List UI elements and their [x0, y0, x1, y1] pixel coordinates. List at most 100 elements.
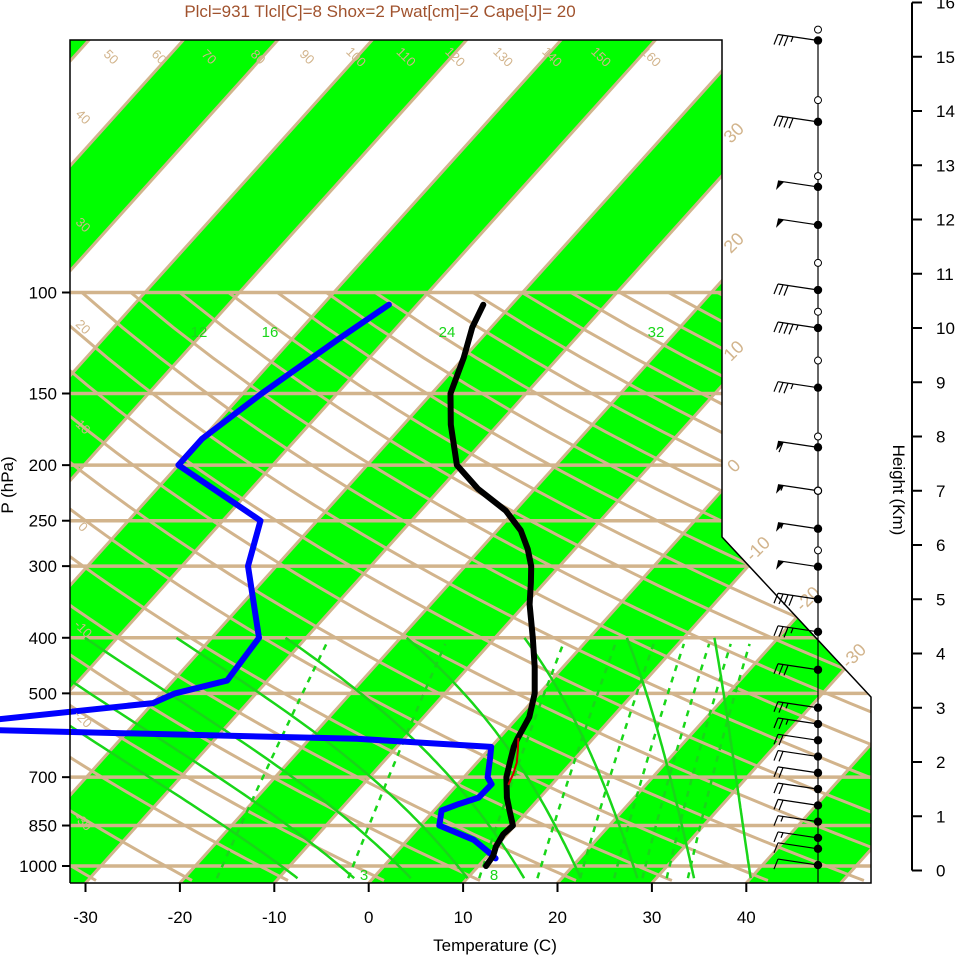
isotherm-line — [70, 40, 756, 883]
wind-barb-shaft — [777, 842, 819, 850]
wind-barb-flag — [778, 322, 784, 334]
height-tick-label: 4 — [936, 645, 945, 664]
height-tick-label: 12 — [936, 211, 955, 230]
height-tick-label: 16 — [936, 0, 955, 13]
wind-level-open-marker — [814, 486, 822, 495]
wind-barb-flag — [783, 594, 789, 606]
dry-adiabat-line — [70, 291, 289, 882]
wind-barb-shaft — [777, 592, 819, 600]
moist-adiabat-line — [523, 637, 639, 879]
wind-barb-flag — [773, 858, 779, 870]
x-tick-label: -10 — [262, 908, 287, 927]
wind-barb-flag — [773, 842, 779, 854]
frame-layer — [62, 39, 872, 892]
dry-adiabat-label: 0 — [723, 455, 744, 476]
x-tick-label: -20 — [168, 908, 193, 927]
wind-level-open-marker — [814, 432, 822, 441]
isotherm-line — [740, 40, 871, 883]
wind-profile — [773, 25, 823, 883]
isotherm-line — [79, 40, 850, 883]
temperature-band — [70, 40, 849, 883]
wind-barb-shaft — [777, 218, 819, 226]
wind-barb-shaft — [777, 484, 819, 492]
dry-adiabat-line — [70, 291, 577, 882]
wind-barb-flag — [773, 381, 779, 392]
wind-barb-shaft — [777, 858, 819, 866]
wind-barb-shaft — [777, 717, 819, 725]
wind-barb-flag — [778, 35, 784, 46]
height-tick-label: 15 — [936, 48, 955, 67]
wind-level-dot — [813, 117, 823, 127]
mixing-ratio-label: 12 — [191, 324, 208, 341]
pressure-tick-label: 150 — [29, 384, 57, 403]
wind-barb-flag — [778, 751, 784, 762]
wind-barb-shaft — [777, 733, 819, 741]
dewpoint-line — [0, 301, 499, 862]
temperature-line — [447, 301, 538, 869]
wind-barb-shaft — [777, 180, 819, 188]
mixing-ratio-line — [215, 643, 328, 879]
wind-barb-half-flag — [790, 36, 794, 43]
wind-barb-half-flag — [790, 383, 794, 390]
wind-barb-half-flag — [780, 816, 784, 822]
profile-layer — [0, 301, 538, 869]
wind-barb-flag — [773, 717, 779, 729]
wind-level-open-marker — [814, 172, 822, 181]
wind-barb-flag — [778, 664, 784, 675]
wind-barb-flag — [773, 115, 779, 127]
wind-barb-half-flag — [780, 485, 784, 491]
dry-adiabat-line — [70, 291, 871, 882]
wind-barb-flag — [773, 625, 779, 637]
height-tick-label: 11 — [936, 265, 954, 284]
wind-barb-flag — [778, 116, 784, 127]
dry-adiabat-line — [521, 291, 871, 882]
wind-level-open-marker — [814, 96, 822, 105]
mixing-ratio-line — [612, 643, 686, 879]
moist-adiabat-line — [84, 636, 412, 880]
mixing-ratio-layer — [70, 636, 752, 880]
wind-barb-flag — [778, 382, 784, 393]
wind-barb-flag — [773, 831, 779, 843]
wind-barb-flag — [783, 323, 789, 334]
dry-adiabat-line — [70, 291, 871, 882]
height-tick-label: 7 — [936, 482, 945, 501]
dry-adiabat-label: -10 — [741, 532, 774, 565]
wind-barb-half-flag — [785, 703, 789, 709]
wind-barb-shaft — [777, 33, 819, 42]
wind-barb-pennant — [776, 218, 784, 228]
wind-barb-flag — [773, 663, 779, 674]
wind-barb-flag — [773, 815, 779, 826]
x-tick-label: 20 — [548, 908, 567, 927]
mixing-ratio-line — [641, 643, 711, 879]
x-axis-title: Temperature (C) — [433, 936, 557, 955]
dry-adiabat-line — [570, 291, 871, 882]
wind-barb-half-flag — [785, 719, 789, 725]
wind-barb-half-flag — [795, 324, 799, 331]
chart-title: Plcl=931 Tlcl[C]=8 Shox=2 Pwat[cm]=2 Cap… — [184, 2, 575, 21]
wind-barb-shaft — [777, 560, 819, 568]
height-tick-label: 14 — [936, 102, 955, 121]
dry-adiabat-line — [70, 291, 769, 882]
x-tick-label: 0 — [364, 908, 373, 927]
pressure-tick-label: 500 — [29, 684, 57, 703]
x-tick-label: -30 — [73, 908, 98, 927]
moist-adiabat-line — [70, 636, 299, 880]
temperature-band — [70, 40, 472, 883]
wind-barb-flag — [788, 324, 794, 335]
wind-level-open-marker — [814, 25, 822, 34]
wind-barb-pennant — [776, 180, 784, 190]
pressure-tick-label: 400 — [29, 629, 57, 648]
isotherm-label: 130 — [490, 44, 516, 70]
wind-barb-flag — [773, 593, 779, 604]
wind-barb-flag — [773, 701, 779, 712]
height-axis-title: Height (Km) — [889, 445, 908, 536]
wind-barb-flag — [773, 766, 779, 778]
grid-layer — [70, 40, 871, 883]
mixing-ratio-label: 3 — [360, 867, 368, 884]
temperature-band — [553, 40, 871, 883]
wind-barb-shaft — [777, 625, 819, 633]
wind-barb-shaft — [777, 749, 819, 758]
mixing-ratio-line — [665, 643, 732, 879]
